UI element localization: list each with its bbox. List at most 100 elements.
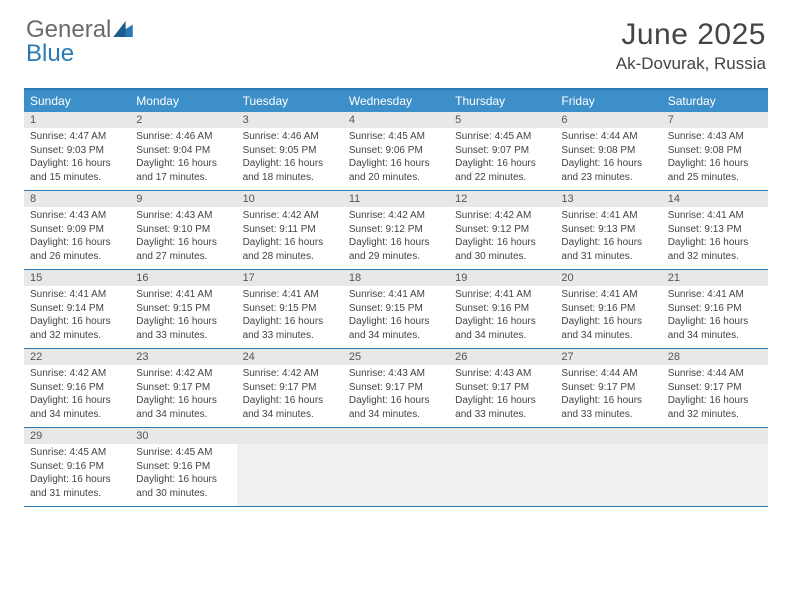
daylight-line: Daylight: 16 hours and 30 minutes. <box>136 473 230 500</box>
sunrise-line: Sunrise: 4:41 AM <box>243 288 337 302</box>
day-number: 21 <box>662 270 768 286</box>
calendar-cell: 1Sunrise: 4:47 AMSunset: 9:03 PMDaylight… <box>24 112 130 190</box>
day-number: 5 <box>449 112 555 128</box>
daylight-line: Daylight: 16 hours and 34 minutes. <box>349 394 443 421</box>
day-number: 13 <box>555 191 661 207</box>
calendar-cell: 18Sunrise: 4:41 AMSunset: 9:15 PMDayligh… <box>343 270 449 348</box>
daylight-line: Daylight: 16 hours and 33 minutes. <box>455 394 549 421</box>
sunrise-line: Sunrise: 4:45 AM <box>455 130 549 144</box>
day-details: Sunrise: 4:45 AMSunset: 9:16 PMDaylight:… <box>24 444 130 504</box>
sunrise-line: Sunrise: 4:41 AM <box>455 288 549 302</box>
month-title: June 2025 <box>616 18 766 52</box>
sunrise-line: Sunrise: 4:45 AM <box>136 446 230 460</box>
weekday-label: Monday <box>130 90 236 112</box>
day-details: Sunrise: 4:46 AMSunset: 9:05 PMDaylight:… <box>237 128 343 188</box>
day-number: 10 <box>237 191 343 207</box>
sunrise-line: Sunrise: 4:44 AM <box>561 367 655 381</box>
calendar-cell: 9Sunrise: 4:43 AMSunset: 9:10 PMDaylight… <box>130 191 236 269</box>
title-block: June 2025 Ak-Dovurak, Russia <box>616 18 766 74</box>
daylight-line: Daylight: 16 hours and 34 minutes. <box>30 394 124 421</box>
sunrise-line: Sunrise: 4:41 AM <box>561 288 655 302</box>
day-details: Sunrise: 4:47 AMSunset: 9:03 PMDaylight:… <box>24 128 130 188</box>
daylight-line: Daylight: 16 hours and 27 minutes. <box>136 236 230 263</box>
day-number: 23 <box>130 349 236 365</box>
location: Ak-Dovurak, Russia <box>616 54 766 74</box>
day-details: Sunrise: 4:42 AMSunset: 9:17 PMDaylight:… <box>130 365 236 425</box>
day-details: Sunrise: 4:43 AMSunset: 9:17 PMDaylight:… <box>449 365 555 425</box>
day-number: 22 <box>24 349 130 365</box>
day-details: Sunrise: 4:46 AMSunset: 9:04 PMDaylight:… <box>130 128 236 188</box>
sunrise-line: Sunrise: 4:46 AM <box>136 130 230 144</box>
daylight-line: Daylight: 16 hours and 23 minutes. <box>561 157 655 184</box>
day-details: Sunrise: 4:43 AMSunset: 9:08 PMDaylight:… <box>662 128 768 188</box>
day-number: 8 <box>24 191 130 207</box>
day-number-empty <box>237 428 343 444</box>
sunset-line: Sunset: 9:08 PM <box>668 144 762 158</box>
daylight-line: Daylight: 16 hours and 32 minutes. <box>668 394 762 421</box>
calendar-cell: 2Sunrise: 4:46 AMSunset: 9:04 PMDaylight… <box>130 112 236 190</box>
sunset-line: Sunset: 9:11 PM <box>243 223 337 237</box>
day-number: 26 <box>449 349 555 365</box>
sunrise-line: Sunrise: 4:47 AM <box>30 130 124 144</box>
sunset-line: Sunset: 9:16 PM <box>668 302 762 316</box>
calendar-cell: 6Sunrise: 4:44 AMSunset: 9:08 PMDaylight… <box>555 112 661 190</box>
calendar-cell: 20Sunrise: 4:41 AMSunset: 9:16 PMDayligh… <box>555 270 661 348</box>
sunset-line: Sunset: 9:17 PM <box>561 381 655 395</box>
sunset-line: Sunset: 9:08 PM <box>561 144 655 158</box>
weekday-label: Wednesday <box>343 90 449 112</box>
sunrise-line: Sunrise: 4:42 AM <box>30 367 124 381</box>
sunset-line: Sunset: 9:17 PM <box>455 381 549 395</box>
sunset-line: Sunset: 9:06 PM <box>349 144 443 158</box>
day-details: Sunrise: 4:41 AMSunset: 9:15 PMDaylight:… <box>343 286 449 346</box>
sunset-line: Sunset: 9:12 PM <box>349 223 443 237</box>
day-number: 7 <box>662 112 768 128</box>
daylight-line: Daylight: 16 hours and 18 minutes. <box>243 157 337 184</box>
daylight-line: Daylight: 16 hours and 26 minutes. <box>30 236 124 263</box>
day-number: 18 <box>343 270 449 286</box>
weekday-label: Friday <box>555 90 661 112</box>
day-number: 24 <box>237 349 343 365</box>
calendar-week: 1Sunrise: 4:47 AMSunset: 9:03 PMDaylight… <box>24 112 768 191</box>
weeks-container: 1Sunrise: 4:47 AMSunset: 9:03 PMDaylight… <box>24 112 768 507</box>
daylight-line: Daylight: 16 hours and 30 minutes. <box>455 236 549 263</box>
brand-part1: General <box>26 18 111 42</box>
daylight-line: Daylight: 16 hours and 34 minutes. <box>136 394 230 421</box>
sunset-line: Sunset: 9:16 PM <box>30 381 124 395</box>
day-details: Sunrise: 4:44 AMSunset: 9:08 PMDaylight:… <box>555 128 661 188</box>
day-details: Sunrise: 4:44 AMSunset: 9:17 PMDaylight:… <box>662 365 768 425</box>
day-details: Sunrise: 4:41 AMSunset: 9:13 PMDaylight:… <box>555 207 661 267</box>
day-number: 19 <box>449 270 555 286</box>
calendar-cell-empty <box>237 428 343 506</box>
day-details: Sunrise: 4:43 AMSunset: 9:10 PMDaylight:… <box>130 207 236 267</box>
day-details: Sunrise: 4:41 AMSunset: 9:14 PMDaylight:… <box>24 286 130 346</box>
logo-icon <box>113 18 133 42</box>
sunrise-line: Sunrise: 4:46 AM <box>243 130 337 144</box>
daylight-line: Daylight: 16 hours and 31 minutes. <box>30 473 124 500</box>
day-number: 9 <box>130 191 236 207</box>
calendar-cell: 7Sunrise: 4:43 AMSunset: 9:08 PMDaylight… <box>662 112 768 190</box>
sunset-line: Sunset: 9:05 PM <box>243 144 337 158</box>
sunrise-line: Sunrise: 4:43 AM <box>349 367 443 381</box>
sunset-line: Sunset: 9:03 PM <box>30 144 124 158</box>
calendar: Sunday Monday Tuesday Wednesday Thursday… <box>24 88 768 507</box>
daylight-line: Daylight: 16 hours and 25 minutes. <box>668 157 762 184</box>
daylight-line: Daylight: 16 hours and 33 minutes. <box>561 394 655 421</box>
daylight-line: Daylight: 16 hours and 17 minutes. <box>136 157 230 184</box>
calendar-week: 29Sunrise: 4:45 AMSunset: 9:16 PMDayligh… <box>24 428 768 507</box>
day-details: Sunrise: 4:45 AMSunset: 9:06 PMDaylight:… <box>343 128 449 188</box>
day-details: Sunrise: 4:42 AMSunset: 9:16 PMDaylight:… <box>24 365 130 425</box>
day-details: Sunrise: 4:41 AMSunset: 9:15 PMDaylight:… <box>130 286 236 346</box>
daylight-line: Daylight: 16 hours and 20 minutes. <box>349 157 443 184</box>
day-number: 14 <box>662 191 768 207</box>
day-number: 20 <box>555 270 661 286</box>
day-number: 12 <box>449 191 555 207</box>
sunset-line: Sunset: 9:17 PM <box>136 381 230 395</box>
day-details: Sunrise: 4:45 AMSunset: 9:16 PMDaylight:… <box>130 444 236 504</box>
sunrise-line: Sunrise: 4:42 AM <box>243 367 337 381</box>
calendar-cell: 10Sunrise: 4:42 AMSunset: 9:11 PMDayligh… <box>237 191 343 269</box>
day-number: 28 <box>662 349 768 365</box>
day-details: Sunrise: 4:41 AMSunset: 9:13 PMDaylight:… <box>662 207 768 267</box>
day-number: 11 <box>343 191 449 207</box>
calendar-cell: 21Sunrise: 4:41 AMSunset: 9:16 PMDayligh… <box>662 270 768 348</box>
weekday-label: Tuesday <box>237 90 343 112</box>
